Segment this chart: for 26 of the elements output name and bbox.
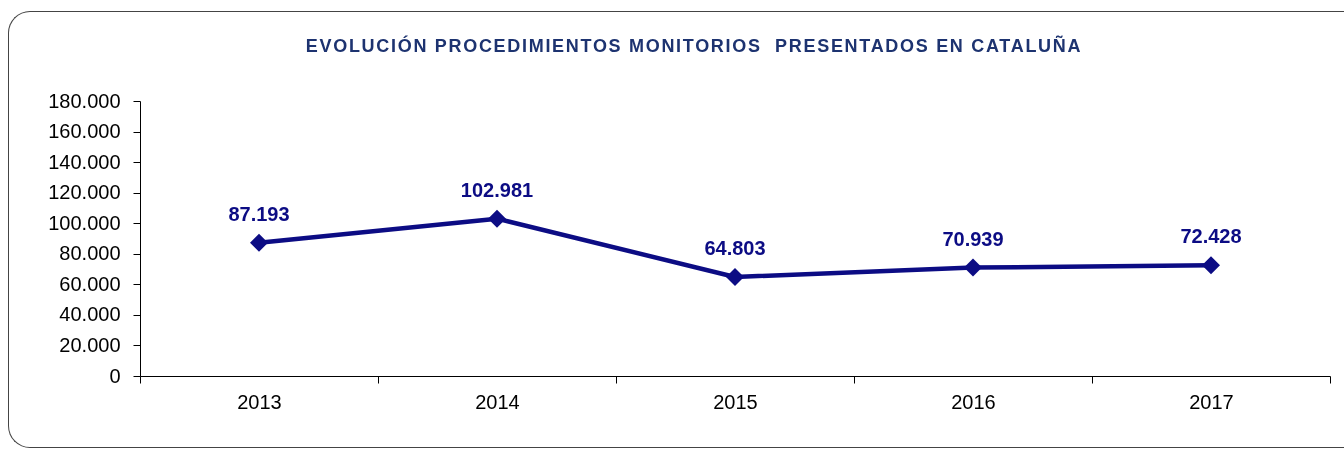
y-tick-label: 60.000 <box>59 272 121 295</box>
data-label: 70.939 <box>942 227 1004 250</box>
y-tick-label: 140.000 <box>48 150 121 173</box>
data-label: 87.193 <box>228 202 290 225</box>
y-tick-label: 40.000 <box>59 303 121 326</box>
y-tick-label: 0 <box>109 364 121 387</box>
y-tick-label: 120.000 <box>48 181 121 204</box>
chart-title: EVOLUCIÓN PROCEDIMIENTOS MONITORIOS PRESENTADOS EN CATALUÑA <box>305 35 1083 57</box>
y-tick-label: 20.000 <box>59 333 121 356</box>
point <box>964 258 982 277</box>
point <box>726 268 744 286</box>
y-tick-label: 100.000 <box>48 211 121 234</box>
data-label: 72.428 <box>1180 225 1242 248</box>
point <box>1202 256 1220 275</box>
x-tick-label: 2015 <box>713 390 758 413</box>
data-label: 102.981 <box>460 178 534 201</box>
data-label: 64.803 <box>704 237 766 259</box>
y-tick-label: 80.000 <box>59 242 121 265</box>
y-tick-label: 180.000 <box>48 89 121 112</box>
x-tick-label: 2017 <box>1189 390 1234 413</box>
point <box>250 233 268 252</box>
x-tick-label: 2014 <box>475 390 520 413</box>
x-tick-label: 2013 <box>237 390 282 413</box>
point <box>488 209 506 228</box>
x-tick-label: 2016 <box>951 390 996 413</box>
y-tick-label: 160.000 <box>48 120 121 143</box>
